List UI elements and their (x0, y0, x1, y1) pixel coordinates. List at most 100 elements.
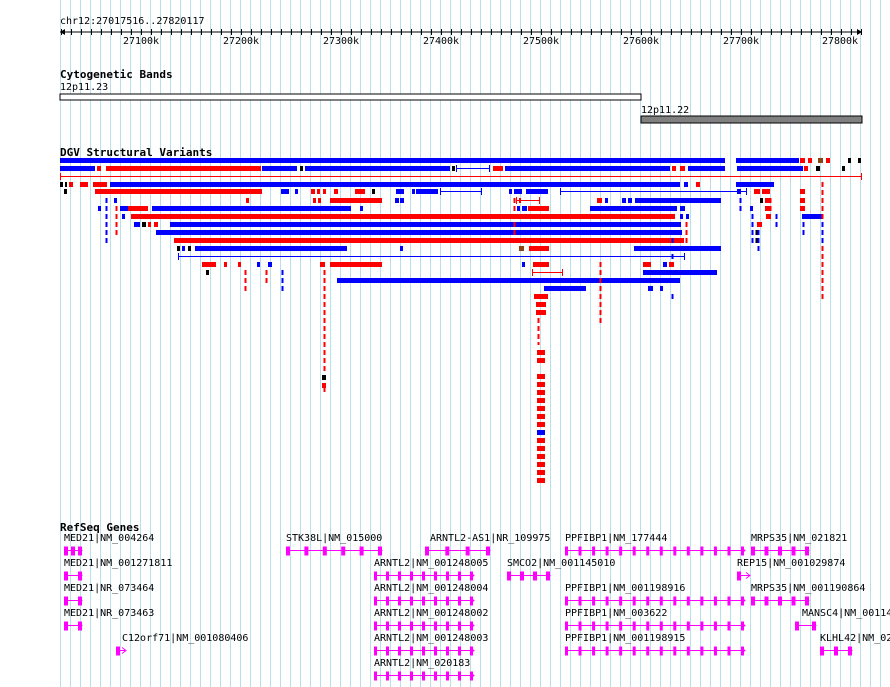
variant[interactable] (800, 189, 805, 194)
gene-exon[interactable] (592, 621, 596, 631)
variant[interactable] (509, 189, 512, 194)
gene-exon[interactable] (673, 621, 677, 631)
gene-exon[interactable] (764, 596, 769, 606)
gene-exon[interactable] (646, 596, 650, 606)
variant[interactable] (246, 198, 249, 203)
gene-exon[interactable] (741, 546, 744, 556)
variant[interactable] (517, 206, 520, 211)
variant[interactable] (372, 189, 375, 194)
variant[interactable] (765, 206, 771, 211)
gene-exon[interactable] (778, 546, 782, 556)
variant[interactable] (305, 166, 450, 171)
variant[interactable] (597, 198, 602, 203)
gene-exon[interactable] (605, 546, 609, 556)
variant[interactable] (60, 166, 95, 171)
gene-exon[interactable] (795, 621, 799, 631)
gene-exon[interactable] (78, 571, 82, 581)
gene-exon[interactable] (578, 546, 582, 556)
gene-exon[interactable] (565, 621, 568, 631)
gene-exon[interactable] (659, 646, 663, 656)
gene-exon[interactable] (445, 546, 450, 556)
variant[interactable] (536, 302, 546, 307)
variant[interactable] (95, 189, 262, 194)
gene-exon[interactable] (386, 571, 389, 581)
gene-exon[interactable] (410, 621, 413, 631)
gene-exon[interactable] (458, 671, 461, 681)
gene-exon[interactable] (458, 596, 461, 606)
gene-exon[interactable] (322, 546, 327, 556)
variant[interactable] (680, 166, 685, 171)
gene-exon[interactable] (434, 646, 437, 656)
variant[interactable] (526, 189, 548, 194)
gene-exon[interactable] (398, 621, 401, 631)
variant[interactable] (395, 198, 399, 203)
gene-exon[interactable] (659, 596, 663, 606)
gene-exon[interactable] (727, 596, 731, 606)
variant[interactable] (93, 182, 107, 187)
variant[interactable] (537, 454, 545, 459)
variant[interactable] (170, 222, 681, 227)
gene-exon[interactable] (848, 646, 852, 656)
variant[interactable] (195, 246, 347, 251)
variant[interactable] (152, 206, 351, 211)
gene-exon[interactable] (458, 621, 461, 631)
gene-exon[interactable] (434, 596, 437, 606)
variant[interactable] (106, 166, 261, 171)
gene-exon[interactable] (565, 596, 568, 606)
variant[interactable] (537, 430, 545, 435)
variant[interactable] (311, 189, 315, 194)
gene-exon[interactable] (646, 546, 650, 556)
gene-exon[interactable] (686, 621, 690, 631)
gene-exon[interactable] (533, 571, 537, 581)
refseq-genes[interactable]: MED21|NM_004264 MED21|NM_001271811 MED21|N… (64, 533, 890, 681)
gene-exon[interactable] (632, 646, 636, 656)
gene-exon[interactable] (374, 621, 377, 631)
variant[interactable] (643, 262, 651, 267)
gene-exon[interactable] (764, 546, 769, 556)
variant[interactable] (493, 166, 503, 171)
gene-exon[interactable] (686, 546, 690, 556)
variant[interactable] (680, 214, 683, 219)
variant[interactable] (65, 182, 67, 187)
gene-exon[interactable] (805, 546, 809, 556)
gene-exon[interactable] (374, 671, 377, 681)
gene-exon[interactable] (619, 596, 623, 606)
variant[interactable] (360, 206, 363, 211)
variant[interactable] (536, 310, 546, 315)
gene-exon[interactable] (422, 621, 425, 631)
gene-exon[interactable] (422, 671, 425, 681)
gene-exon[interactable] (592, 596, 596, 606)
variant[interactable] (537, 478, 545, 483)
variant[interactable] (519, 246, 524, 251)
gene-exon[interactable] (673, 596, 677, 606)
gene-exon[interactable] (646, 646, 650, 656)
gene-exon[interactable] (386, 646, 389, 656)
gene-exon[interactable] (632, 546, 636, 556)
gene-exon[interactable] (646, 621, 650, 631)
gene-exon[interactable] (605, 596, 609, 606)
gene-exon[interactable] (470, 571, 473, 581)
variant[interactable] (202, 262, 216, 267)
variant[interactable] (736, 158, 799, 163)
gene-exon[interactable] (713, 596, 717, 606)
variant[interactable] (628, 198, 632, 203)
variant[interactable] (156, 230, 682, 235)
gene-exon[interactable] (470, 671, 473, 681)
variant[interactable] (660, 286, 663, 291)
variant[interactable] (750, 206, 753, 211)
gene-exon[interactable] (700, 596, 704, 606)
variant[interactable] (320, 262, 325, 267)
gene-exon[interactable] (386, 621, 389, 631)
variant[interactable] (848, 158, 851, 163)
variant[interactable] (98, 206, 101, 211)
variant[interactable] (330, 198, 382, 203)
variant[interactable] (80, 182, 88, 187)
gene-exon[interactable] (422, 571, 425, 581)
gene-exon[interactable] (700, 646, 704, 656)
variant[interactable] (669, 262, 674, 267)
gene-exon[interactable] (700, 546, 704, 556)
gene-exon[interactable] (470, 596, 473, 606)
variant[interactable] (122, 214, 125, 219)
gene-exon[interactable] (673, 546, 677, 556)
gene-exon[interactable] (778, 596, 782, 606)
